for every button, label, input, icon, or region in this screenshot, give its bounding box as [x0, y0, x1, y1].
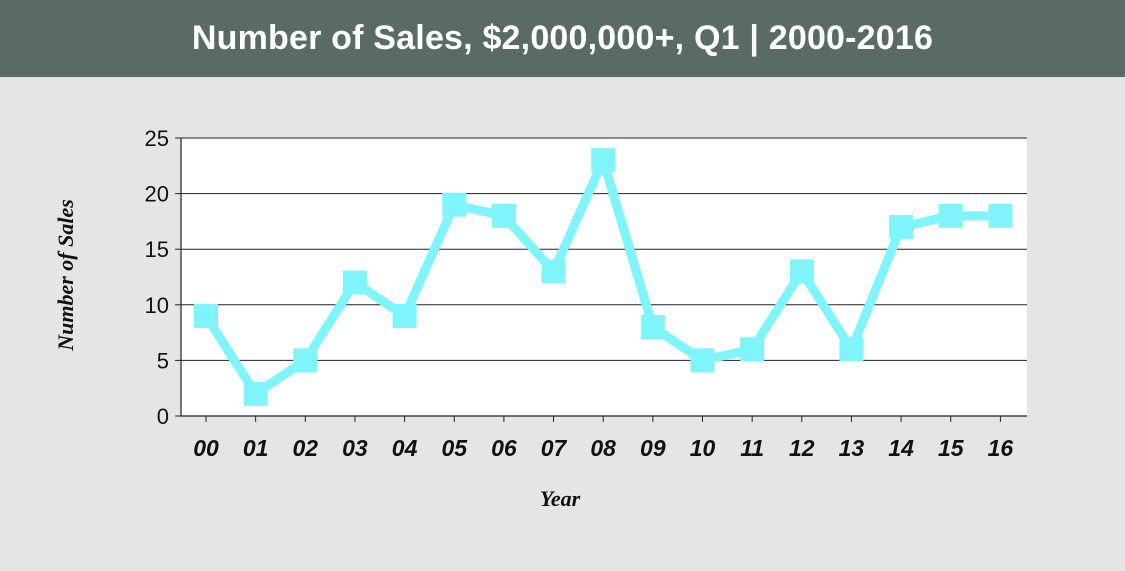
data-point-marker [541, 259, 566, 284]
data-point-marker [690, 348, 715, 373]
data-point-marker [938, 203, 963, 228]
y-tick-label: 0 [157, 404, 169, 429]
chart-area: 0 5 10 15 20 25 00 01 02 03 04 05 06 07 08 09 10 11 12 13 1… [0, 77, 1125, 571]
x-axis-ticks: 00 01 02 03 04 05 06 07 08 09 10 11 12 13 14 15 16 [193, 416, 1013, 461]
plot-background [181, 138, 1027, 416]
y-tick-label: 15 [145, 237, 169, 262]
y-axis-ticks: 0 5 10 15 20 25 [145, 126, 181, 429]
x-tick-label: 09 [640, 435, 666, 461]
chart-title: Number of Sales, $2,000,000+, Q1 | 2000-… [191, 19, 934, 57]
data-point-marker [988, 203, 1013, 228]
x-tick-label: 01 [243, 435, 269, 461]
x-tick-label: 10 [690, 435, 716, 461]
x-tick-label: 16 [988, 435, 1014, 461]
data-point-marker [442, 192, 467, 217]
x-tick-label: 13 [839, 435, 865, 461]
x-axis-label: Year [540, 486, 581, 511]
x-tick-label: 08 [590, 435, 616, 461]
x-tick-label: 04 [392, 435, 418, 461]
x-tick-label: 00 [193, 435, 219, 461]
x-tick-label: 14 [888, 435, 914, 461]
data-point-marker [194, 303, 218, 328]
data-point-marker [839, 337, 864, 362]
data-point-marker [243, 381, 268, 406]
data-point-marker [789, 259, 814, 284]
data-point-marker [293, 348, 318, 373]
data-point-marker [889, 214, 914, 239]
data-point-marker [640, 315, 665, 340]
y-tick-label: 20 [145, 182, 169, 207]
x-tick-label: 05 [441, 435, 468, 461]
data-point-marker [591, 148, 616, 173]
y-tick-label: 5 [157, 348, 169, 373]
data-point-marker [392, 303, 417, 328]
y-axis-label: Number of Sales [53, 199, 78, 352]
data-point-marker [740, 337, 765, 362]
x-tick-label: 02 [293, 435, 319, 461]
x-tick-label: 06 [491, 435, 517, 461]
y-tick-label: 10 [145, 293, 169, 318]
title-bar: Number of Sales, $2,000,000+, Q1 | 2000-… [0, 0, 1125, 77]
data-point-marker [342, 270, 367, 295]
y-tick-label: 25 [145, 126, 169, 151]
x-tick-label: 12 [789, 435, 815, 461]
x-tick-label: 15 [938, 435, 965, 461]
gridlines [181, 137, 1027, 361]
x-tick-label: 07 [541, 435, 568, 461]
data-point-marker [491, 203, 516, 228]
x-tick-label: 11 [740, 435, 764, 461]
series-sales [194, 147, 1013, 406]
x-tick-label: 03 [342, 435, 368, 461]
